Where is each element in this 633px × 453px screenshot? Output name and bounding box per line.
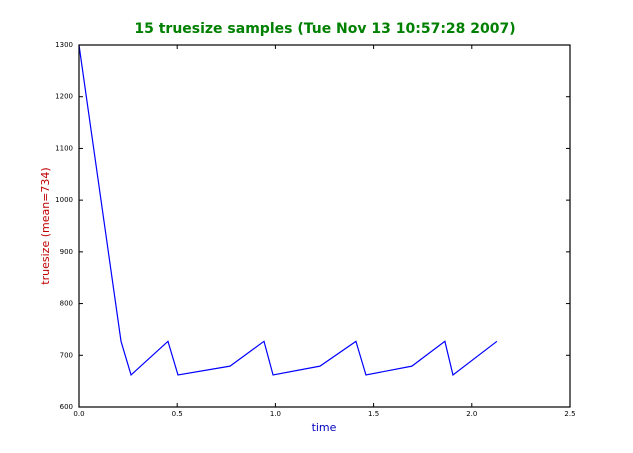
x-tick-label: 1.0 <box>270 410 281 418</box>
y-tick-label: 900 <box>60 248 73 256</box>
y-tick-label: 700 <box>60 351 73 359</box>
x-tick-label: 1.5 <box>368 410 379 418</box>
x-tick-label: 2.5 <box>564 410 575 418</box>
y-tick-label: 800 <box>60 300 73 308</box>
y-tick-label: 1100 <box>55 144 73 152</box>
data-line <box>78 44 498 377</box>
chart-title: 15 truesize samples (Tue Nov 13 10:57:28… <box>134 21 515 37</box>
x-tick-label: 0.5 <box>172 410 183 418</box>
y-tick-label: 1300 <box>55 41 73 49</box>
y-tick-label: 1200 <box>55 93 73 101</box>
y-tick-label: 600 <box>60 403 73 411</box>
x-tick-label: 2.0 <box>466 410 477 418</box>
x-tick-label: 0.0 <box>73 410 84 418</box>
y-tick-label: 1000 <box>55 196 73 204</box>
plot-frame <box>78 44 571 408</box>
x-axis-label: time <box>312 421 337 434</box>
y-axis-label: truesize (mean=734) <box>39 167 52 284</box>
